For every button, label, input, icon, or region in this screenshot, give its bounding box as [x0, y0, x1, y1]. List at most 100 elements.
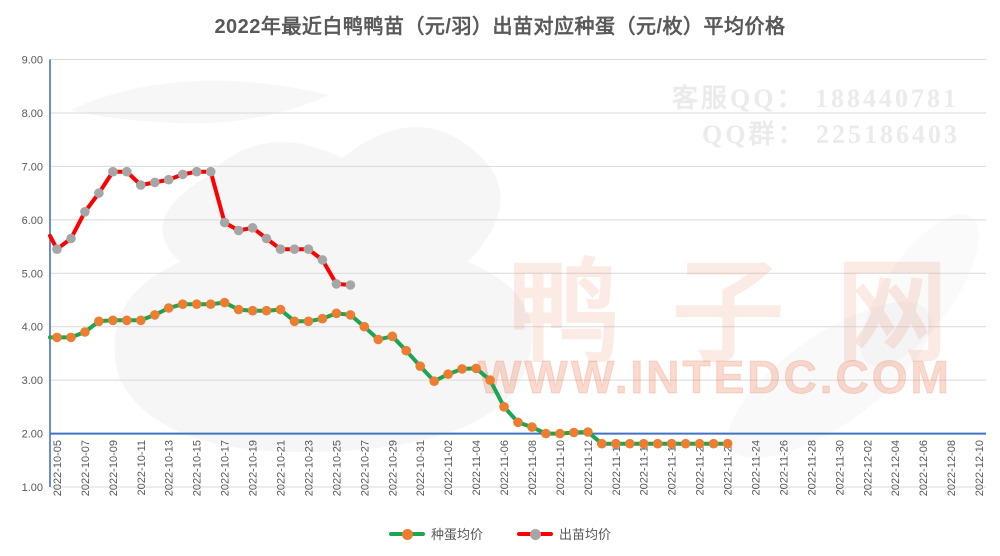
series-marker-出苗均价 [94, 188, 104, 198]
legend-marker-icon [401, 528, 413, 540]
x-tick-label: 2022-11-24 [750, 440, 762, 495]
series-marker-出苗均价 [205, 166, 216, 177]
x-tick-label: 2022-10-17 [220, 440, 232, 496]
series-marker-种蛋均价 [387, 331, 398, 342]
series-marker-种蛋均价 [666, 438, 677, 449]
series-marker-出苗均价 [191, 166, 202, 177]
series-marker-种蛋均价 [303, 316, 314, 327]
x-tick-label: 2022-11-28 [806, 440, 818, 495]
series-marker-出苗均价 [108, 166, 118, 177]
series-marker-种蛋均价 [122, 315, 132, 326]
legend-item-breeding-egg: 种蛋均价 [388, 524, 483, 543]
series-marker-种蛋均价 [261, 305, 272, 316]
series-marker-种蛋均价 [373, 334, 384, 345]
y-tick-label: 2.00 [22, 429, 43, 441]
series-marker-出苗均价 [345, 280, 356, 290]
series-marker-种蛋均价 [541, 428, 551, 439]
x-tick-label: 2022-12-06 [918, 440, 930, 496]
y-tick-label: 3.00 [22, 375, 43, 387]
x-tick-label: 2022-10-09 [108, 440, 120, 496]
series-line-种蛋均价 [48, 300, 730, 446]
legend-item-hatchling: 出苗均价 [517, 524, 611, 543]
series-marker-种蛋均价 [275, 304, 286, 315]
series-marker-种蛋均价 [722, 438, 733, 449]
x-tick-label: 2022-12-02 [862, 440, 874, 496]
series-marker-种蛋均价 [694, 438, 705, 449]
series-marker-出苗均价 [163, 174, 174, 185]
series-marker-出苗均价 [52, 244, 62, 254]
series-marker-种蛋均价 [611, 438, 621, 449]
series-marker-种蛋均价 [415, 361, 426, 372]
y-tick-label: 7.00 [22, 161, 43, 173]
series-marker-出苗均价 [219, 217, 230, 228]
series-marker-种蛋均价 [471, 363, 481, 374]
series-marker-出苗均价 [233, 225, 244, 236]
series-marker-出苗均价 [136, 180, 146, 190]
y-tick-label: 9.00 [22, 55, 43, 67]
series-marker-种蛋均价 [401, 345, 412, 356]
series-marker-种蛋均价 [708, 438, 719, 449]
x-tick-label: 2022-10-05 [52, 440, 64, 496]
x-tick-label: 2022-10-13 [164, 440, 176, 496]
x-tick-label: 2022-11-02 [443, 440, 455, 495]
series-marker-种蛋均价 [289, 316, 300, 327]
series-marker-种蛋均价 [583, 427, 593, 437]
series-marker-出苗均价 [247, 223, 258, 233]
series-marker-种蛋均价 [555, 428, 565, 439]
x-tick-label: 2022-11-06 [499, 440, 511, 495]
x-tick-label: 2022-10-11 [136, 440, 148, 495]
chart-title: 2022年最近白鸭鸭苗（元/羽）出苗对应种蛋（元/枚）平均价格 [214, 16, 786, 38]
x-tick-label: 2022-12-10 [974, 440, 986, 496]
series-marker-种蛋均价 [652, 438, 663, 449]
series-marker-种蛋均价 [247, 305, 258, 316]
y-tick-label: 6.00 [22, 215, 43, 227]
x-tick-label: 2022-10-29 [387, 440, 399, 496]
series-marker-种蛋均价 [80, 327, 90, 337]
series-marker-种蛋均价 [485, 375, 495, 385]
series-marker-出苗均价 [177, 169, 188, 180]
series-marker-种蛋均价 [513, 417, 523, 428]
x-tick-label: 2022-11-10 [555, 440, 567, 495]
series-marker-种蛋均价 [680, 438, 691, 449]
x-tick-label: 2022-12-08 [946, 440, 958, 496]
x-tick-label: 2022-11-14 [611, 440, 623, 495]
x-tick-label: 2022-10-27 [359, 440, 371, 496]
x-tick-label: 2022-11-04 [471, 440, 483, 495]
x-tick-label: 2022-11-30 [834, 440, 846, 495]
legend-label-hatchling: 出苗均价 [559, 527, 612, 542]
series-marker-种蛋均价 [94, 316, 104, 327]
x-tick-label: 2022-10-23 [303, 440, 315, 496]
x-tick-label: 2022-12-04 [890, 440, 902, 496]
series-marker-种蛋均价 [429, 376, 440, 387]
x-tick-label: 2022-11-16 [639, 440, 651, 495]
series-marker-种蛋均价 [317, 313, 328, 324]
series-marker-种蛋均价 [136, 315, 146, 326]
series-marker-种蛋均价 [597, 438, 607, 449]
y-tick-label: 1.00 [22, 482, 43, 494]
x-tick-label: 2022-10-19 [248, 440, 260, 496]
y-tick-label: 5.00 [22, 268, 43, 280]
x-tick-label: 2022-11-20 [695, 440, 707, 495]
series-marker-种蛋均价 [569, 427, 579, 438]
series-marker-种蛋均价 [443, 369, 453, 380]
x-tick-label: 2022-10-31 [415, 440, 427, 496]
series-marker-出苗均价 [317, 255, 328, 265]
series-marker-出苗均价 [289, 244, 300, 254]
series-marker-出苗均价 [303, 244, 314, 254]
series-marker-出苗均价 [150, 177, 160, 188]
series-marker-种蛋均价 [163, 303, 174, 313]
series-marker-种蛋均价 [205, 299, 216, 310]
series-marker-种蛋均价 [499, 402, 509, 412]
series-marker-种蛋均价 [359, 321, 370, 332]
series-marker-出苗均价 [80, 207, 90, 217]
x-tick-label: 2022-11-22 [723, 440, 735, 495]
series-marker-出苗均价 [122, 166, 132, 177]
series-marker-种蛋均价 [108, 315, 118, 326]
series-marker-种蛋均价 [233, 304, 244, 315]
legend-swatch-breeding-egg [388, 528, 425, 540]
series-line-出苗均价 [48, 169, 353, 287]
x-tick-label: 2022-10-25 [331, 440, 343, 496]
